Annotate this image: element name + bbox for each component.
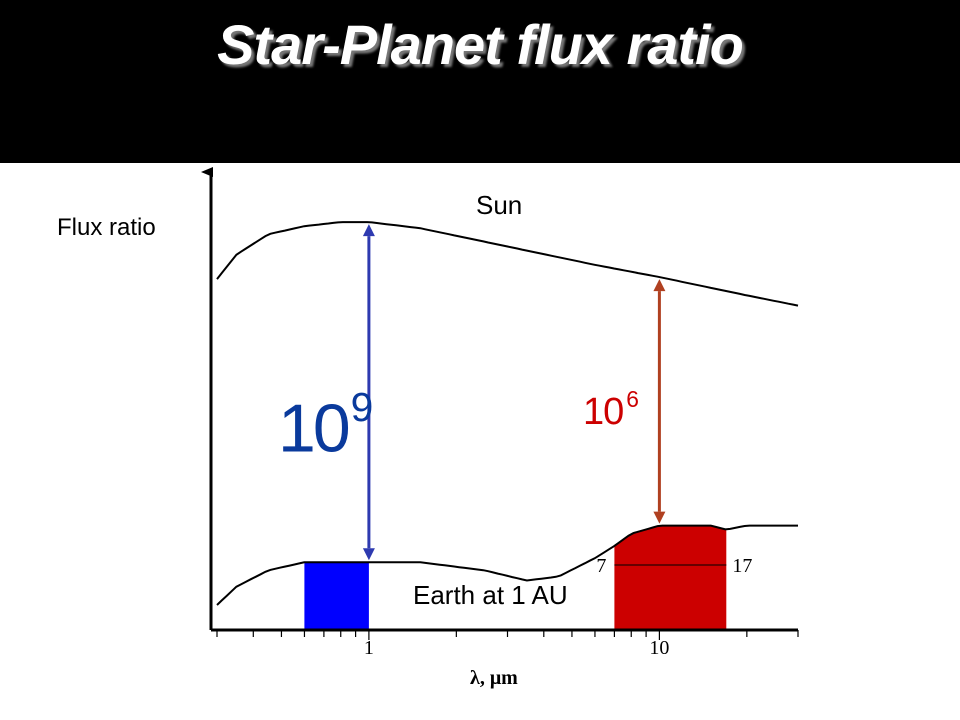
x-tick-label-0: 1	[364, 637, 374, 659]
slide-title: Star-Planet flux ratio	[217, 13, 744, 76]
series-label-sun: Sun	[476, 190, 523, 220]
series-line-sun	[216, 221, 799, 307]
ratio-arrow-head-top-1	[653, 279, 666, 292]
ratio-arrow-head-top-0	[362, 224, 375, 237]
x-tick-label-1: 10	[649, 637, 669, 659]
ratio-base-infrared: 10	[583, 391, 624, 434]
band-label-7: 7	[596, 555, 606, 577]
ratio-exponent-infrared: 6	[626, 386, 639, 412]
shaded-band-0	[304, 562, 369, 630]
ratio-arrow-head-bottom-0	[362, 548, 375, 561]
flux-ratio-annotation-infrared: 10 6	[583, 386, 639, 434]
x-axis-label: λ, μm	[470, 667, 518, 689]
ratio-arrow-head-bottom-1	[653, 511, 666, 524]
ratio-base-visible: 10	[278, 390, 351, 467]
series-label-earth: Earth at 1 AU	[413, 580, 568, 610]
shaded-band-1	[614, 525, 727, 630]
flux-ratio-annotation-visible: 109	[278, 384, 374, 468]
y-axis-label: Flux ratio	[57, 214, 156, 241]
band-label-17: 17	[732, 555, 752, 577]
series-line-earth	[216, 524, 798, 606]
title-bar: Star-Planet flux ratio	[0, 0, 960, 163]
ratio-exponent-visible: 9	[350, 384, 374, 430]
